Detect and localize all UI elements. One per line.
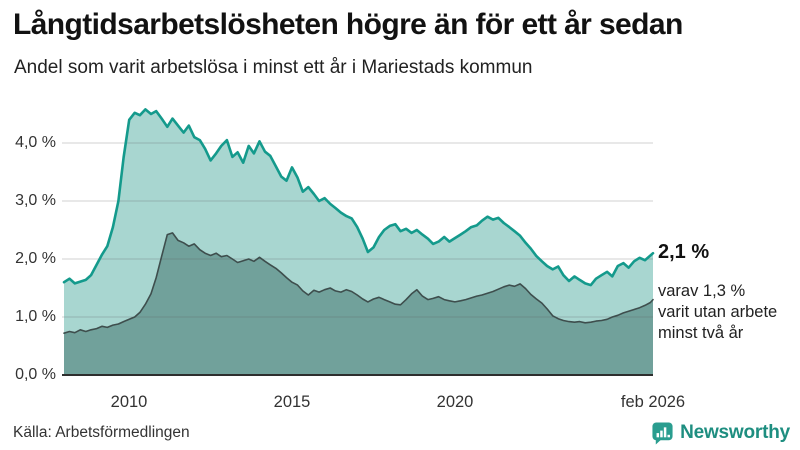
- end-value-sublabel-line2: varit utan arbete: [658, 303, 778, 321]
- x-axis-tick-2020: 2020: [436, 393, 474, 411]
- y-axis-tick-0: 0,0 %: [15, 366, 56, 383]
- end-value-sublabel: varav 1,3 % varit utan arbete minst två …: [658, 281, 777, 344]
- y-axis-tick-3: 3,0 %: [15, 192, 56, 209]
- x-axis-tick-2010: 2010: [110, 393, 148, 411]
- y-axis-tick-4: 4,0 %: [15, 134, 56, 151]
- area-fill-two-years: [64, 232, 653, 375]
- x-axis-tick-feb-2026: feb 2026: [620, 393, 686, 411]
- chart-subtitle: Andel som varit arbetslösa i minst ett å…: [14, 57, 533, 78]
- line-two-years: [63, 232, 654, 335]
- x-axis-tick-2015: 2015: [273, 393, 311, 411]
- newsworthy-brand-text: Newsworthy: [680, 422, 790, 443]
- y-axis-tick-2: 2,0 %: [15, 250, 56, 267]
- end-value-sublabel-line3: minst två år: [658, 324, 744, 342]
- area-fill-one-year: [64, 109, 653, 334]
- newsworthy-logo-icon: [652, 422, 673, 445]
- page-title: Långtidsarbetslösheten högre än för ett …: [13, 8, 683, 41]
- y-axis-tick-1: 1,0 %: [15, 308, 56, 325]
- source-note: Källa: Arbetsförmedlingen: [13, 424, 190, 441]
- end-value-label: 2,1 %: [658, 241, 710, 263]
- end-value-sublabel-line1: varav 1,3 %: [658, 282, 746, 300]
- newsworthy-brand: Newsworthy: [651, 421, 790, 445]
- line-one-year: [62, 108, 655, 287]
